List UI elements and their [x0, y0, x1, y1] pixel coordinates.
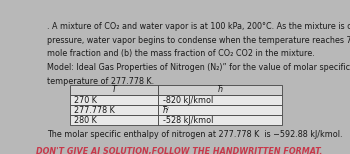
Bar [158, 105, 282, 115]
Text: Model: Ideal Gas Properties of Nitrogen (N₂)” for the value of molar specific en: Model: Ideal Gas Properties of Nitrogen … [47, 63, 350, 72]
Bar [70, 95, 158, 105]
Text: 277.778 K: 277.778 K [74, 106, 114, 115]
Bar [158, 115, 282, 125]
Text: temperature of 277.778 K.: temperature of 277.778 K. [47, 77, 154, 86]
Bar [70, 115, 158, 125]
Bar [70, 105, 158, 115]
Text: 270 K: 270 K [74, 95, 97, 105]
Bar [158, 85, 282, 95]
Text: mole fraction and (b) the mass fraction of CO₂ CO2 in the mixture.: mole fraction and (b) the mass fraction … [47, 49, 315, 58]
Text: pressure, water vapor begins to condense when the temperature reaches 70°C. Dete: pressure, water vapor begins to condense… [47, 36, 350, 45]
Text: DON'T GIVE AI SOLUTION,FOLLOW THE HANDWRITTEN FORMAT.: DON'T GIVE AI SOLUTION,FOLLOW THE HANDWR… [36, 147, 323, 154]
Text: . A mixture of CO₂ and water vapor is at 100 kPa, 200°C. As the mixture is coole: . A mixture of CO₂ and water vapor is at… [47, 22, 350, 31]
Text: T: T [111, 85, 116, 94]
Text: 280 K: 280 K [74, 116, 96, 125]
Text: h̅ᴵ: h̅ᴵ [163, 106, 170, 115]
Text: h̅: h̅ [217, 85, 223, 94]
Text: The molar specific enthalpy of nitrogen at 277.778 K  is −592.88 kJ/kmol.: The molar specific enthalpy of nitrogen … [47, 130, 343, 139]
Bar [158, 95, 282, 105]
Text: -528 kJ/kmol: -528 kJ/kmol [163, 116, 214, 125]
Text: -820 kJ/kmol: -820 kJ/kmol [163, 95, 214, 105]
Bar [70, 85, 158, 95]
